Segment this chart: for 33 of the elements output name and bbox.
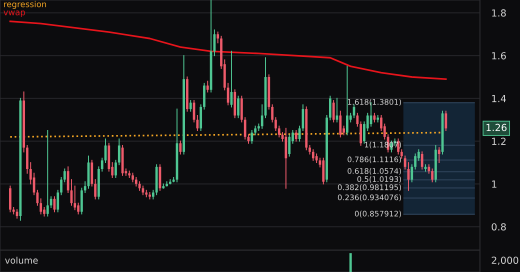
- y-tick-label: 1.6: [492, 52, 506, 60]
- y-tick-label: 0.8: [492, 223, 506, 231]
- text: regression: [4, 0, 46, 9]
- y-tick-label: 1.2: [492, 138, 506, 145]
- candlestick: [284, 128, 288, 189]
- candlestick: [322, 158, 325, 184]
- candlestick: [108, 142, 110, 172]
- candlestick: [444, 110, 448, 131]
- candlestick: [288, 134, 291, 157]
- candlestick: [206, 80, 209, 92]
- candlestick: [237, 96, 240, 118]
- text: 1.26: [486, 124, 507, 132]
- line-series: [9, 20, 447, 80]
- candlestick: [234, 89, 236, 118]
- series-label: vwap: [4, 10, 26, 17]
- candlestick: [420, 151, 424, 170]
- candlestick: [189, 100, 192, 112]
- candlestick: [339, 110, 342, 138]
- candlestick: [294, 130, 298, 142]
- candlestick: [431, 168, 434, 182]
- text: 2,000: [492, 256, 518, 265]
- chart-title: volume: [5, 256, 38, 264]
- y-tick-label: 1.8: [492, 9, 506, 17]
- candlestick: [312, 149, 314, 161]
- y-tick-label: 1: [492, 180, 496, 188]
- candlestick: [346, 66, 348, 136]
- candlestick: [250, 130, 254, 144]
- y-tick-label: 1.4: [492, 94, 506, 102]
- candlestick: [9, 186, 12, 212]
- candlestick: [438, 147, 440, 164]
- candlestick: [332, 100, 335, 122]
- candlestick: [179, 140, 182, 154]
- candlestick: [46, 130, 49, 217]
